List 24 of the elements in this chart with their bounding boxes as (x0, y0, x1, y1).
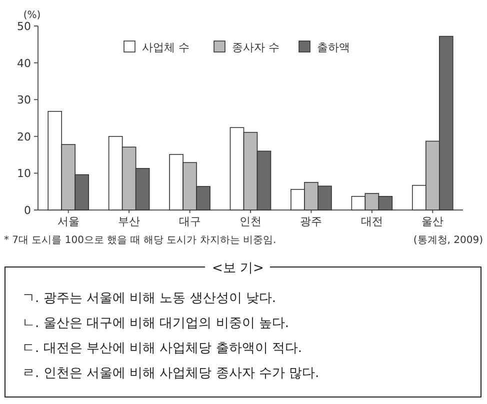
x-tick-label: 부산 (118, 215, 140, 228)
y-tick-label: 50 (17, 20, 31, 33)
y-tick-label: 10 (17, 167, 31, 180)
x-tick-label: 인천 (240, 215, 262, 228)
text: ㄹ. 인천은 서울에 비해 사업체당 종사자 수가 많다. (22, 366, 320, 381)
text: ㄴ. 울산은 대구에 비해 대기업의 비중이 높다. (22, 316, 290, 331)
x-tick-label: 광주 (300, 215, 322, 228)
legend-label: 사업체 수 (142, 41, 190, 54)
y-tick-label: 30 (17, 94, 31, 107)
y-axis-title: (%) (23, 10, 41, 21)
text: * 7대 도시를 100으로 했을 때 해당 도시가 차지하는 비중임. (4, 235, 276, 246)
x-tick-label: 대전 (360, 215, 383, 228)
text: ㄱ. 광주는 서울에 비해 노동 생산성이 낮다. (22, 291, 276, 306)
x-tick-label: 울산 (422, 215, 444, 228)
x-tick-label: 대구 (178, 215, 201, 228)
legend-label: 종사자 수 (232, 41, 280, 54)
legend-label: 출하액 (317, 41, 350, 54)
text: ㄷ. 대전은 부산에 비해 사업체당 출하액이 적다. (22, 341, 302, 356)
x-tick-label: 서울 (57, 215, 80, 228)
text: (통계청, 2009) (413, 235, 484, 246)
y-tick-label: 0 (24, 204, 31, 217)
y-tick-label: 20 (17, 130, 31, 144)
y-tick-label: 40 (17, 56, 31, 70)
text: <보 기> (212, 261, 264, 276)
